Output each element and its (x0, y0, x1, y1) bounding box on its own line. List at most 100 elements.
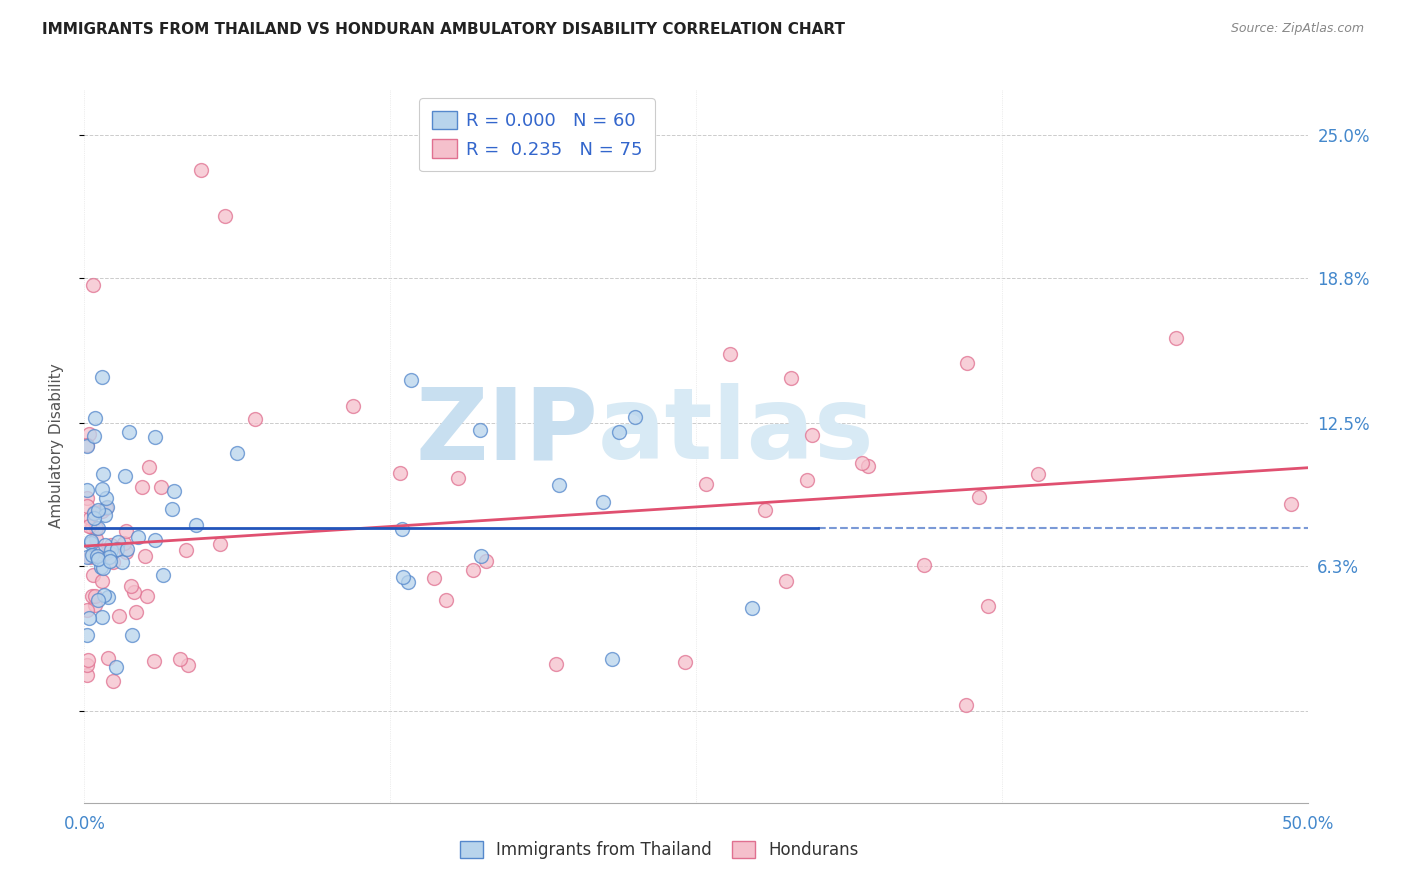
Point (98, 549, 121, 564)
Point (398, 575, 420, 590)
Point (87, 552, 110, 566)
Point (162, 501, 184, 516)
Point (76, 438, 98, 452)
Point (97, 591, 120, 605)
Text: ZIP: ZIP (415, 384, 598, 480)
Y-axis label: Ambulatory Disability: Ambulatory Disability (49, 364, 63, 528)
Point (98, 554, 121, 568)
Point (104, 660, 127, 674)
Legend: Immigrants from Thailand, Hondurans: Immigrants from Thailand, Hondurans (453, 834, 866, 866)
Point (741, 601, 763, 615)
Point (82, 277, 104, 292)
Point (163, 483, 186, 498)
Point (91, 504, 114, 518)
Point (76, 668, 98, 682)
Point (461, 563, 484, 577)
Point (76, 491, 98, 505)
Point (122, 584, 145, 599)
Point (673, 656, 696, 670)
Point (111, 555, 134, 569)
Point (91, 610, 114, 624)
Point (91, 561, 114, 575)
Point (548, 478, 571, 492)
Point (79, 511, 101, 525)
Point (84, 544, 107, 558)
Point (623, 410, 645, 425)
Point (100, 538, 122, 552)
Point (79, 549, 101, 564)
Point (114, 468, 136, 483)
Point (96, 500, 118, 514)
Point (392, 569, 415, 583)
Point (127, 530, 149, 544)
Point (115, 545, 138, 559)
Point (955, 698, 977, 713)
Point (93, 508, 115, 522)
Point (80, 534, 103, 549)
Point (86, 549, 108, 564)
Point (1164, 331, 1187, 345)
Point (169, 652, 191, 666)
Point (76, 483, 98, 497)
Point (912, 558, 935, 573)
Point (389, 466, 412, 480)
Point (967, 490, 990, 504)
Point (138, 459, 160, 474)
Point (796, 473, 818, 487)
Point (121, 628, 143, 642)
Point (83, 506, 105, 520)
Point (775, 574, 797, 588)
Point (84, 533, 107, 547)
Point (80, 535, 103, 549)
Point (76, 628, 98, 642)
Point (82, 568, 104, 582)
Point (186, 518, 208, 533)
Point (800, 428, 823, 442)
Point (80, 520, 103, 534)
Point (87, 503, 110, 517)
Point (83, 505, 105, 519)
Point (79, 426, 101, 441)
Point (76, 550, 98, 565)
Point (84, 520, 107, 534)
Point (468, 423, 491, 437)
Text: atlas: atlas (598, 384, 875, 480)
Point (600, 651, 623, 665)
Point (101, 555, 124, 569)
Point (76, 439, 98, 453)
Point (118, 425, 141, 439)
Point (856, 458, 879, 473)
Text: IMMIGRANTS FROM THAILAND VS HONDURAN AMBULATORY DISABILITY CORRELATION CHART: IMMIGRANTS FROM THAILAND VS HONDURAN AMB… (42, 22, 845, 37)
Point (1279, 497, 1302, 511)
Point (447, 470, 470, 484)
Point (131, 480, 153, 494)
Point (84, 411, 107, 425)
Point (177, 658, 200, 673)
Point (124, 605, 146, 619)
Point (91, 482, 114, 496)
Point (134, 549, 156, 564)
Point (174, 543, 197, 558)
Point (80, 590, 103, 604)
Point (93, 589, 115, 603)
Point (94, 491, 117, 505)
Point (143, 430, 166, 444)
Point (108, 609, 131, 624)
Point (143, 655, 166, 669)
Point (83, 511, 105, 525)
Point (434, 593, 457, 607)
Point (592, 495, 614, 509)
Point (87, 592, 110, 607)
Point (105, 542, 128, 557)
Point (718, 347, 741, 361)
Point (754, 503, 776, 517)
Point (546, 657, 568, 672)
Point (607, 425, 630, 440)
Point (120, 579, 142, 593)
Point (101, 674, 124, 689)
Point (977, 599, 1000, 614)
Point (76, 500, 98, 514)
Point (84, 590, 107, 604)
Point (96, 546, 118, 560)
Point (117, 542, 139, 557)
